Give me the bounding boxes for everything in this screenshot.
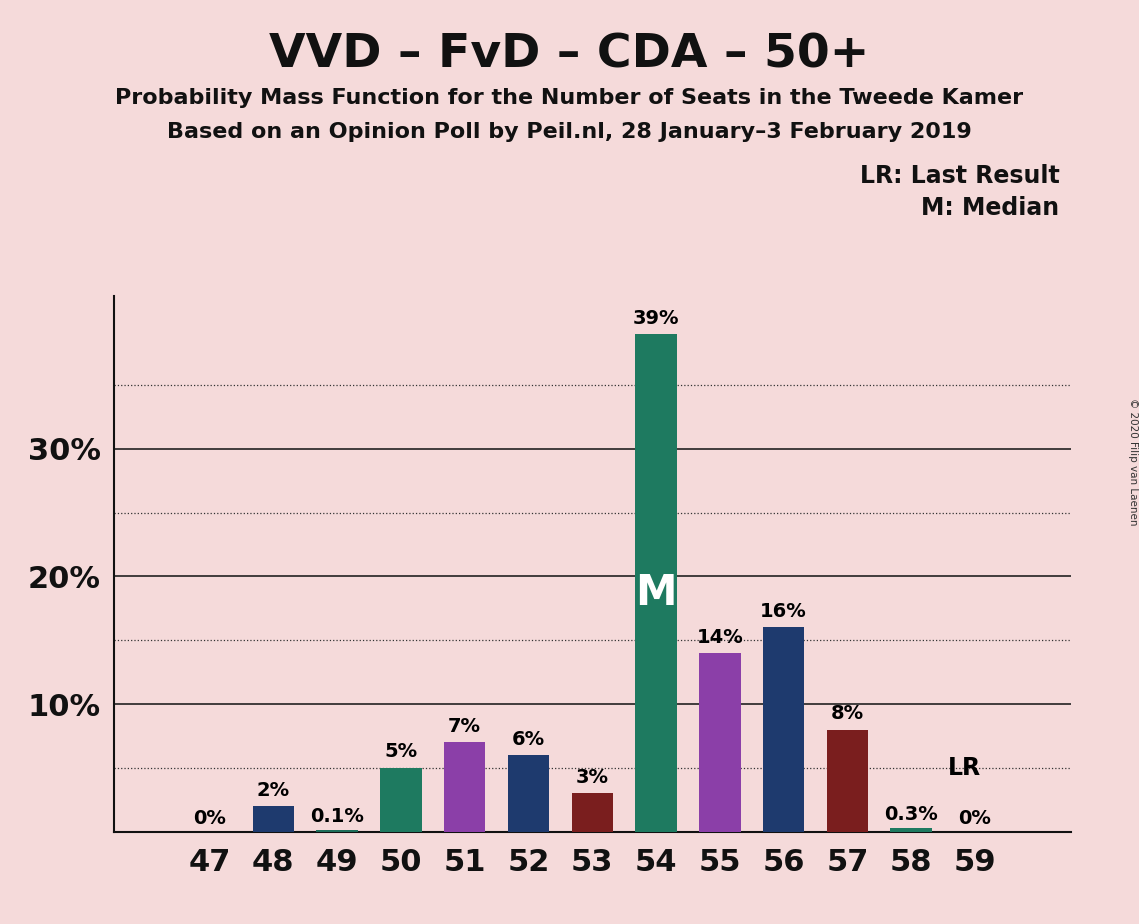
- Bar: [444, 742, 485, 832]
- Bar: [891, 828, 932, 832]
- Text: M: M: [636, 572, 677, 614]
- Text: 6%: 6%: [511, 730, 546, 748]
- Bar: [699, 653, 740, 832]
- Text: 16%: 16%: [760, 602, 808, 621]
- Text: 3%: 3%: [576, 768, 608, 787]
- Bar: [253, 806, 294, 832]
- Text: 39%: 39%: [633, 309, 679, 328]
- Text: © 2020 Filip van Laenen: © 2020 Filip van Laenen: [1129, 398, 1138, 526]
- Text: 0%: 0%: [194, 809, 226, 829]
- Bar: [380, 768, 421, 832]
- Bar: [572, 794, 613, 832]
- Text: 0.1%: 0.1%: [310, 808, 364, 826]
- Bar: [317, 831, 358, 832]
- Text: M: Median: M: Median: [921, 196, 1059, 220]
- Text: 0%: 0%: [959, 809, 991, 829]
- Text: 7%: 7%: [449, 717, 481, 736]
- Text: 14%: 14%: [696, 627, 744, 647]
- Text: VVD – FvD – CDA – 50+: VVD – FvD – CDA – 50+: [269, 32, 870, 78]
- Bar: [636, 334, 677, 832]
- Text: 8%: 8%: [830, 704, 865, 723]
- Bar: [763, 627, 804, 832]
- Text: Based on an Opinion Poll by Peil.nl, 28 January–3 February 2019: Based on an Opinion Poll by Peil.nl, 28 …: [167, 122, 972, 142]
- Bar: [508, 755, 549, 832]
- Text: LR: LR: [948, 756, 982, 780]
- Bar: [827, 730, 868, 832]
- Text: 5%: 5%: [384, 742, 418, 761]
- Text: LR: Last Result: LR: Last Result: [860, 164, 1059, 188]
- Text: Probability Mass Function for the Number of Seats in the Tweede Kamer: Probability Mass Function for the Number…: [115, 88, 1024, 108]
- Text: 2%: 2%: [256, 781, 290, 799]
- Text: 0.3%: 0.3%: [884, 805, 939, 824]
